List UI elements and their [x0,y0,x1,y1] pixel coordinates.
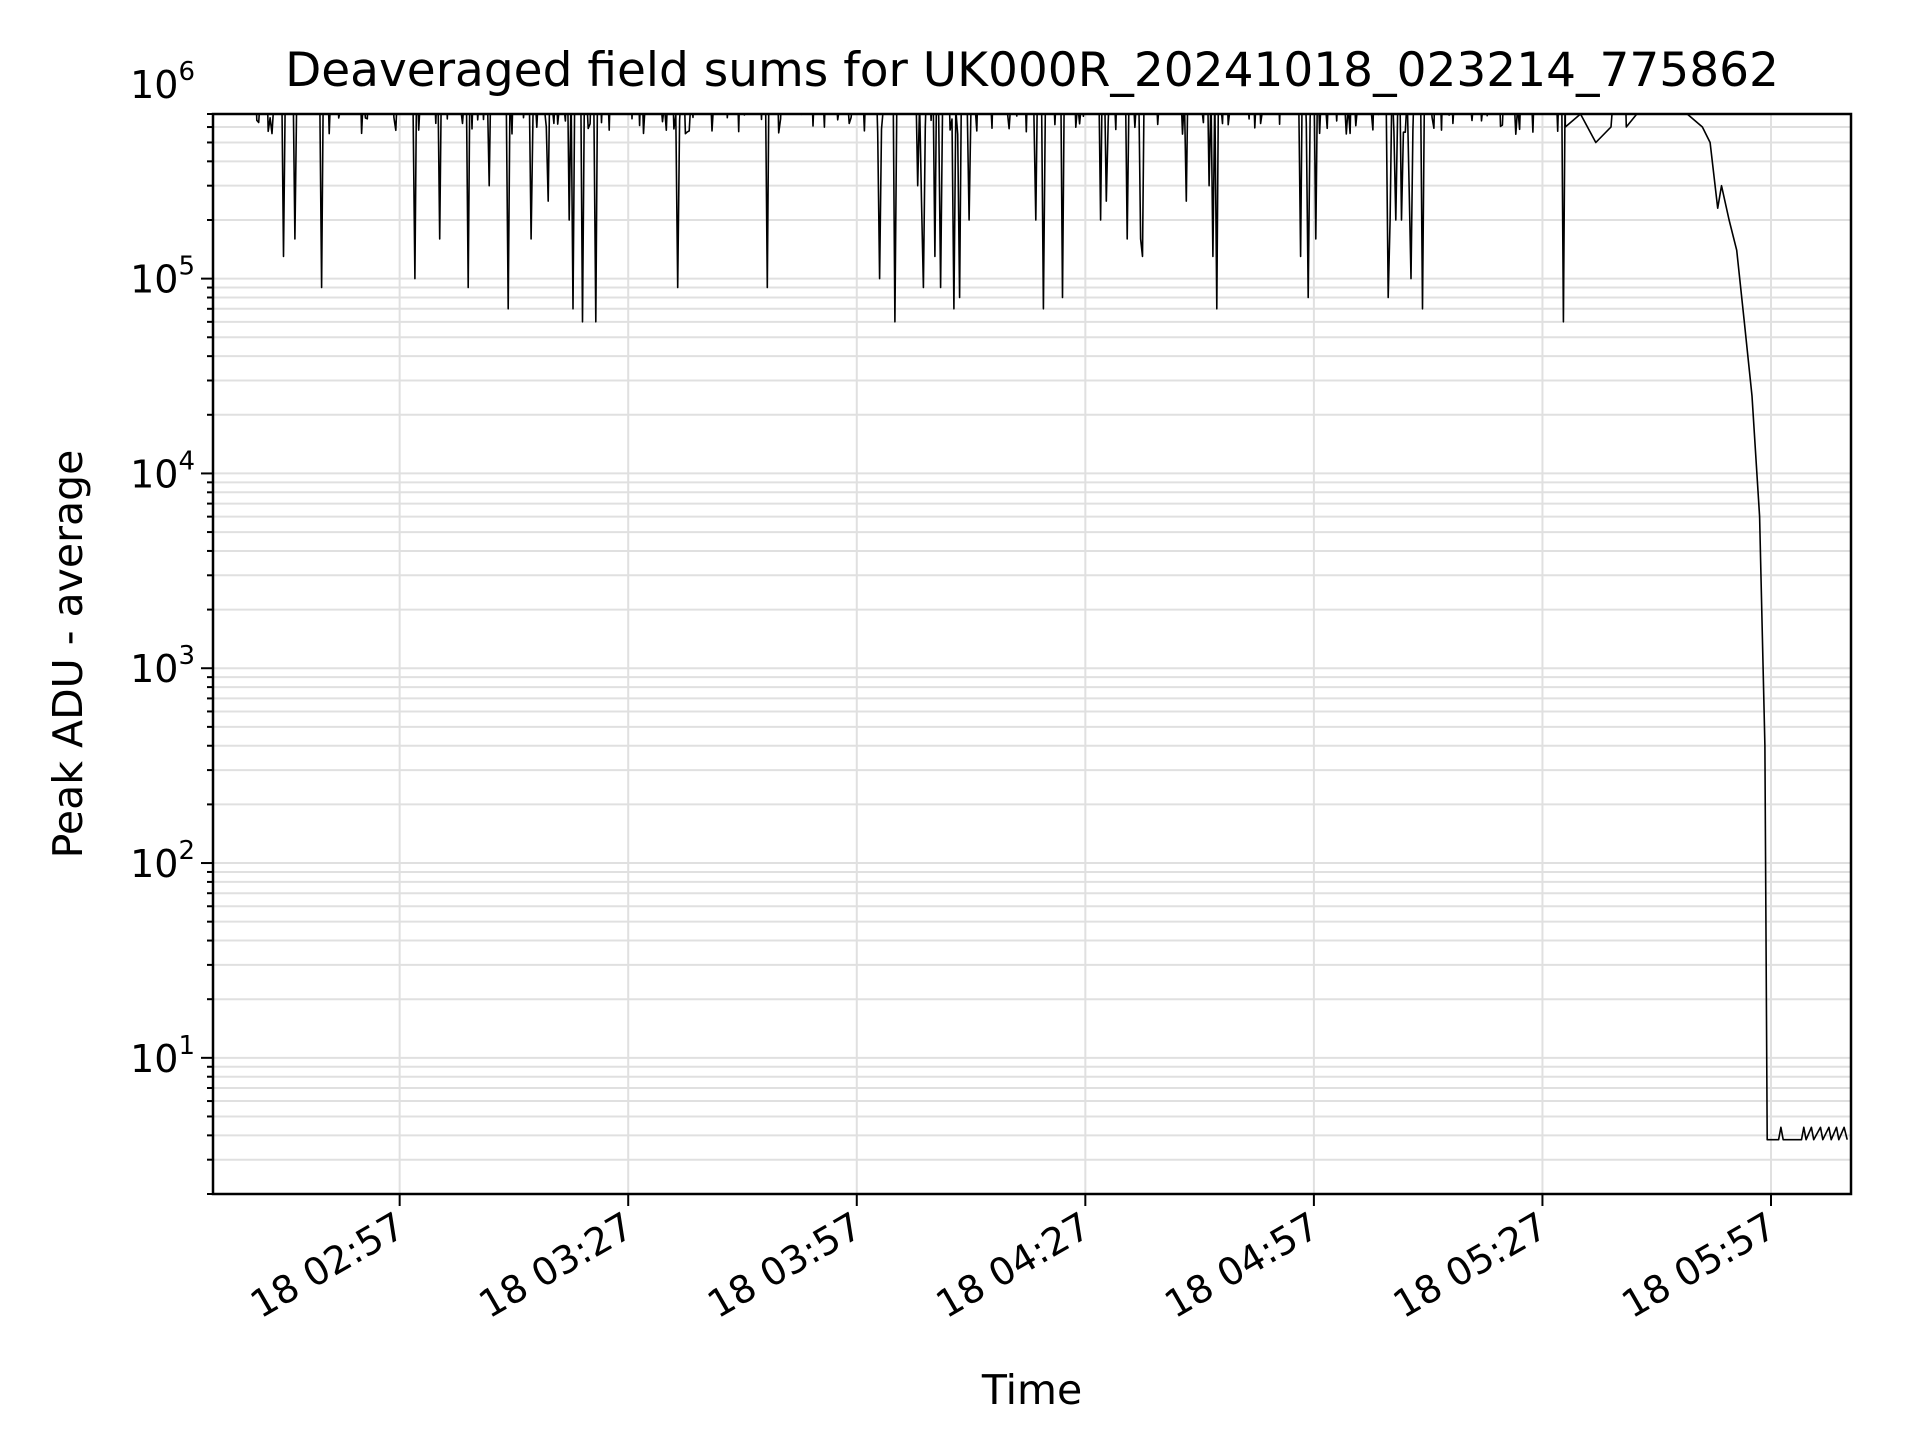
y-axis-label: Peak ADU - average [44,450,92,859]
y-tick-label: 105 [130,252,195,302]
series-line [241,114,1848,1141]
x-axis-label: Time [981,1366,1082,1414]
chart-title: Deaveraged field sums for UK000R_2024101… [285,43,1779,98]
y-tick-label: 103 [130,641,195,691]
y-tick-label: 104 [130,446,195,496]
series-group [241,114,1848,1141]
y-tick-label: 102 [130,836,195,886]
grid [213,113,1851,1195]
y-tick-label: 106 [130,57,195,107]
y-tick-label: 101 [130,1031,195,1081]
axes-frame [211,112,1853,1196]
